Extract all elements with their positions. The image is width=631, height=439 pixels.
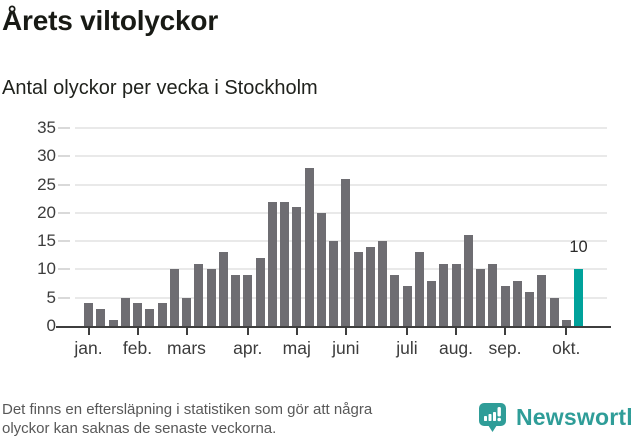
bar-week-27 bbox=[402, 286, 412, 326]
y-axis-tick-35 bbox=[58, 127, 70, 129]
bar-week-7 bbox=[157, 303, 167, 326]
bar-week-29 bbox=[427, 281, 436, 326]
month-label-aug: aug. bbox=[438, 338, 474, 358]
y-axis-label-15: 15 bbox=[37, 231, 56, 251]
chart-title: Årets viltolyckor bbox=[2, 5, 219, 36]
bar-week-3 bbox=[108, 320, 118, 326]
y-axis-label-35: 35 bbox=[37, 118, 56, 137]
y-axis-tick-5 bbox=[58, 296, 70, 299]
month-label-maj: maj bbox=[282, 338, 311, 358]
y-axis-label-5: 5 bbox=[46, 287, 56, 307]
month-label-jan: jan. bbox=[74, 338, 103, 358]
bar-week-18 bbox=[292, 207, 302, 326]
x-axis-tick-juni bbox=[344, 328, 347, 335]
y-axis-tick-20 bbox=[58, 211, 70, 214]
bar-week-24 bbox=[365, 247, 375, 326]
y-axis-label-30: 30 bbox=[37, 146, 56, 166]
gridline-25 bbox=[75, 183, 607, 186]
bar-week-26 bbox=[390, 275, 400, 326]
bar-week-16 bbox=[267, 202, 277, 326]
bar-week-9 bbox=[182, 298, 191, 326]
month-label-apr: apr. bbox=[233, 338, 263, 358]
x-axis-tick-sep bbox=[504, 328, 506, 335]
bar-week-11 bbox=[206, 269, 216, 326]
bar-week-32 bbox=[463, 235, 473, 326]
gridline-5 bbox=[75, 296, 607, 299]
y-axis-label-20: 20 bbox=[37, 202, 56, 222]
y-axis-label-0: 0 bbox=[46, 316, 56, 335]
gridline-30 bbox=[75, 155, 607, 158]
month-label-mars: mars bbox=[167, 338, 206, 358]
bar-week-25 bbox=[378, 241, 387, 326]
x-axis-tick-juli bbox=[406, 328, 408, 335]
bar-week-6 bbox=[145, 309, 155, 326]
bar-week-31 bbox=[451, 264, 461, 326]
bar-week-40 bbox=[561, 320, 571, 326]
gridline-20 bbox=[75, 211, 607, 214]
month-label-juli: juli bbox=[396, 338, 418, 358]
y-axis-label-10: 10 bbox=[37, 259, 56, 279]
bar-week-38 bbox=[537, 275, 547, 326]
bar-week-17 bbox=[280, 202, 289, 326]
y-axis-tick-10 bbox=[58, 268, 70, 271]
bar-week-23 bbox=[353, 252, 363, 326]
bar-week-4 bbox=[120, 298, 130, 326]
bar-week-37 bbox=[525, 292, 534, 326]
x-axis-tick-apr bbox=[246, 328, 249, 335]
bar-week-13 bbox=[231, 275, 240, 326]
bar-week-28 bbox=[414, 252, 424, 326]
x-axis-tick-maj bbox=[295, 328, 298, 335]
bar-week-8 bbox=[169, 269, 179, 326]
footer-note-line1: Det finns en eftersläpning i statistiken… bbox=[2, 401, 373, 418]
month-label-sep: sep. bbox=[488, 338, 522, 358]
x-axis-tick-mars bbox=[185, 328, 188, 335]
bar-week-20 bbox=[316, 213, 326, 326]
chart-subtitle: Antal olyckor per vecka i Stockholm bbox=[2, 77, 318, 99]
month-label-juni: juni bbox=[332, 338, 360, 358]
bar-week-5 bbox=[133, 303, 142, 326]
gridline-35 bbox=[75, 127, 607, 129]
x-axis-tick-okt bbox=[565, 328, 568, 335]
bar-week-2 bbox=[96, 309, 106, 326]
highlighted-bar-week-41 bbox=[574, 269, 583, 326]
bar-chart-pin-icon bbox=[478, 402, 508, 433]
y-axis-tick-30 bbox=[58, 155, 70, 158]
bar-week-22 bbox=[341, 179, 351, 326]
y-axis-tick-25 bbox=[58, 183, 70, 186]
x-axis-tick-feb bbox=[136, 328, 139, 335]
footer-note: Det finns en eftersläpning i statistiken… bbox=[2, 401, 372, 438]
bar-week-14 bbox=[243, 275, 253, 326]
footer-note-line2: olyckor kan saknas de senaste veckorna. bbox=[2, 419, 277, 437]
bar-week-36 bbox=[512, 281, 522, 326]
brand-name: Newsworthy bbox=[516, 404, 631, 430]
newsworthy-logo: Newsworthy bbox=[478, 402, 631, 433]
highlight-value-label: 10 bbox=[569, 238, 588, 257]
bar-week-10 bbox=[194, 264, 204, 326]
bar-week-15 bbox=[255, 258, 265, 326]
bar-week-19 bbox=[304, 168, 314, 326]
bar-week-1 bbox=[84, 303, 93, 326]
month-label-okt: okt. bbox=[552, 338, 581, 358]
bar-week-33 bbox=[476, 269, 485, 326]
x-axis-tick-aug bbox=[455, 328, 457, 335]
bar-week-12 bbox=[218, 252, 228, 326]
bar-week-35 bbox=[500, 286, 510, 326]
y-axis-tick-15 bbox=[58, 240, 70, 243]
bar-week-34 bbox=[488, 264, 498, 326]
x-axis-line bbox=[56, 326, 611, 328]
x-axis-tick-jan bbox=[87, 328, 90, 335]
gridline-10 bbox=[75, 268, 607, 271]
y-axis-label-25: 25 bbox=[37, 174, 56, 194]
month-label-feb: feb. bbox=[122, 338, 153, 358]
bar-week-39 bbox=[549, 298, 559, 326]
bar-week-21 bbox=[329, 241, 338, 326]
bar-week-30 bbox=[439, 264, 449, 326]
gridline-15 bbox=[75, 240, 607, 243]
